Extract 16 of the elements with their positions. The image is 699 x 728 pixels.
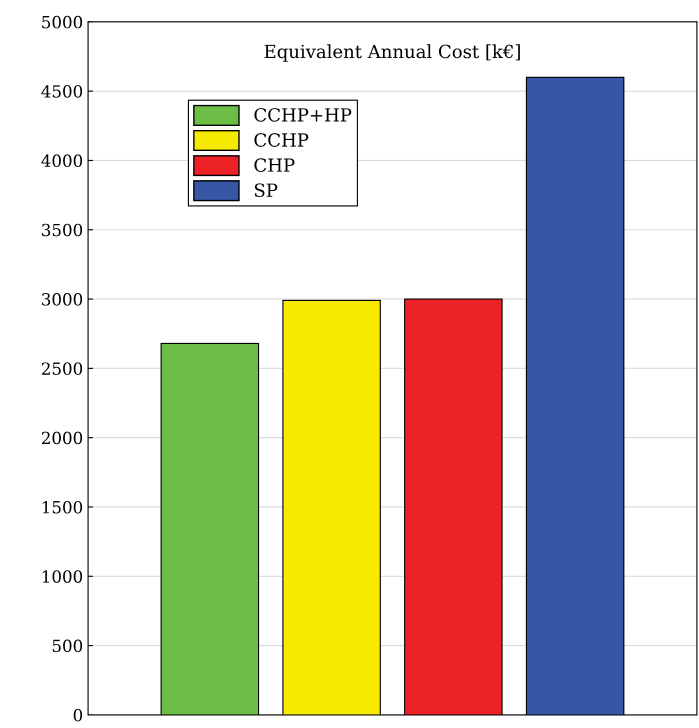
- y-tick-label: 1000: [42, 570, 82, 583]
- legend-label: SP: [254, 183, 278, 198]
- y-tick-label: 2000: [42, 432, 82, 444]
- y-tick-label: 0: [74, 708, 82, 722]
- y-tick-label: 3500: [42, 224, 82, 236]
- legend-label: CCHP+HP: [254, 108, 352, 122]
- y-tick-label: 4000: [41, 154, 82, 168]
- y-tick-label: 500: [52, 640, 82, 652]
- y-tick-label: 5000: [42, 16, 82, 28]
- legend-label: CHP: [254, 158, 294, 172]
- legend-label: CCHP: [254, 133, 308, 147]
- text: Equivalent Annual Cost [k€]: [264, 44, 520, 62]
- y-tick-label: 4500: [41, 85, 82, 98]
- y-tick-label: 2500: [42, 362, 82, 375]
- y-tick-label: 3000: [42, 293, 82, 306]
- y-tick-label: 1500: [42, 500, 82, 514]
